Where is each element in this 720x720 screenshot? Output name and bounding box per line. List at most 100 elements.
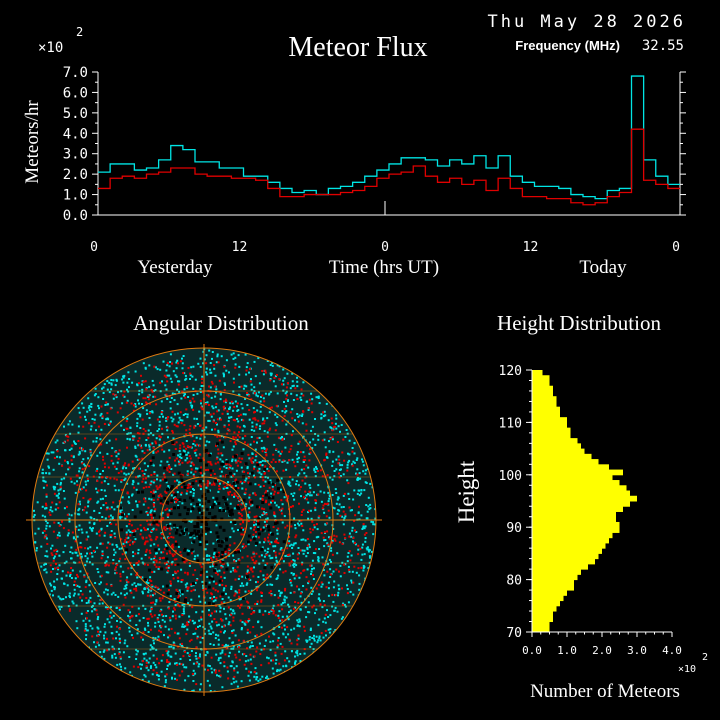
angular-point-red [292, 505, 294, 508]
angular-point-cyan [180, 457, 183, 459]
angular-point-cyan [169, 361, 172, 363]
angular-point-red [190, 638, 193, 641]
angular-point-cyan [338, 509, 341, 512]
angular-point-red [71, 531, 74, 534]
angular-point-cyan [242, 413, 245, 416]
angular-point-red [148, 534, 151, 537]
angular-point-cyan [118, 608, 121, 611]
angular-point-red [165, 566, 168, 569]
angular-point-cyan [327, 491, 330, 494]
angular-point-cyan [298, 625, 301, 628]
angular-point-red [219, 630, 222, 633]
angular-point-red [290, 579, 293, 582]
angular-point-cyan [153, 570, 156, 573]
angular-point-red [249, 653, 252, 656]
angular-point-cyan [218, 482, 221, 485]
angular-point-red [189, 399, 192, 402]
angular-point-red [309, 564, 312, 567]
angular-point-red [267, 536, 269, 539]
angular-point-red [81, 593, 84, 596]
angular-point-red [164, 562, 166, 565]
angular-point-cyan [77, 509, 80, 512]
page-title: Meteor Flux [288, 32, 427, 63]
angular-gap [267, 481, 271, 485]
angular-point-cyan [291, 385, 294, 388]
angular-point-cyan [164, 384, 167, 387]
angular-point-red [153, 592, 156, 595]
angular-point-cyan [267, 547, 270, 550]
angular-point-cyan [329, 476, 332, 479]
angular-point-red [177, 383, 180, 386]
angular-point-cyan [322, 600, 325, 603]
angular-point-cyan [306, 552, 309, 554]
angular-point-cyan [186, 628, 189, 631]
angular-point-red [155, 451, 158, 454]
angular-point-cyan [126, 645, 129, 648]
angular-point-cyan [188, 564, 191, 567]
angular-point-red [196, 637, 199, 640]
angular-point-cyan [141, 590, 144, 593]
angular-point-red [240, 385, 243, 388]
angular-point-cyan [69, 573, 72, 576]
angular-point-red [255, 552, 258, 555]
angular-point-cyan [184, 413, 187, 415]
angular-point-cyan [209, 565, 212, 568]
angular-point-cyan [44, 535, 47, 538]
angular-point-cyan [316, 528, 319, 531]
angular-point-cyan [117, 391, 119, 394]
angular-point-red [268, 533, 270, 536]
angular-point-cyan [346, 463, 349, 466]
angular-gap [257, 522, 261, 526]
angular-point-cyan [308, 638, 311, 641]
angular-point-cyan [206, 558, 209, 561]
angular-point-cyan [132, 555, 135, 558]
angular-point-red [135, 574, 138, 577]
angular-point-cyan [345, 429, 348, 431]
angular-point-cyan [116, 461, 119, 464]
angular-point-cyan [208, 581, 211, 584]
angular-point-red [133, 529, 136, 532]
angular-point-cyan [210, 627, 213, 630]
angular-point-cyan [202, 362, 205, 365]
angular-point-cyan [52, 485, 55, 488]
angular-point-cyan [323, 617, 326, 620]
angular-point-cyan [201, 429, 204, 432]
angular-point-cyan [186, 589, 189, 592]
angular-point-cyan [161, 511, 164, 514]
angular-point-cyan [240, 628, 243, 631]
angular-point-cyan [147, 475, 150, 478]
angular-point-red [325, 453, 328, 456]
angular-point-cyan [88, 584, 91, 587]
angular-point-red [253, 526, 256, 529]
angular-point-cyan [247, 513, 249, 516]
angular-point-red [168, 616, 171, 619]
angular-point-red [211, 612, 213, 615]
angular-point-red [154, 538, 157, 541]
angular-point-cyan [311, 447, 314, 450]
angular-point-red [246, 443, 249, 446]
angular-point-red [66, 439, 69, 442]
angular-point-red [244, 620, 247, 623]
angular-point-red [86, 477, 89, 480]
angular-point-red [193, 449, 196, 452]
angular-point-cyan [240, 466, 243, 469]
angular-point-cyan [181, 367, 184, 370]
angular-point-cyan [191, 619, 194, 622]
angular-point-cyan [99, 473, 102, 475]
angular-point-red [146, 617, 149, 620]
angular-point-cyan [139, 663, 142, 666]
angular-point-red [213, 618, 216, 620]
angular-point-red [241, 514, 243, 517]
angular-point-red [158, 566, 161, 569]
angular-point-red [135, 587, 137, 590]
angular-point-cyan [328, 451, 331, 454]
angular-point-cyan [141, 576, 144, 579]
angular-point-cyan [246, 570, 249, 573]
angular-point-cyan [179, 419, 182, 422]
angular-point-red [79, 416, 82, 419]
angular-point-red [151, 517, 154, 520]
angular-point-cyan [190, 446, 193, 449]
angular-point-red [234, 366, 237, 369]
angular-gap [200, 533, 203, 537]
angular-point-red [302, 394, 305, 397]
